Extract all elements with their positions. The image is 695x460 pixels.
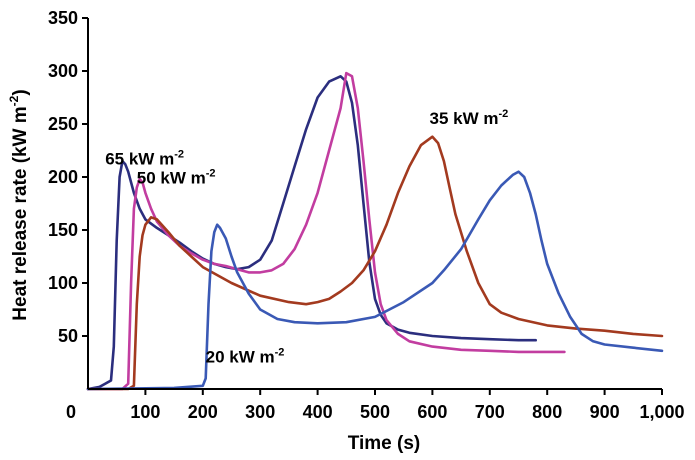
series-label-main: 35 kW m xyxy=(430,109,499,128)
x-tick-label-8: 800 xyxy=(532,402,562,422)
x-tick-label-9: 900 xyxy=(590,402,620,422)
axes-layer xyxy=(87,18,662,390)
series-label-main: 50 kW m xyxy=(137,168,206,187)
y-tick-label-5: 300 xyxy=(48,61,78,81)
series-layer xyxy=(86,71,664,391)
y-tick-label-0: 50 xyxy=(58,326,78,346)
annotation-layer: 65 kW m-250 kW m-235 kW m-220 kW m-2 xyxy=(105,108,508,367)
series-label-sup: -2 xyxy=(275,347,285,359)
x-axis-title: Time (s) xyxy=(348,433,421,454)
series-line-3 xyxy=(86,135,664,391)
x-tick-label-1: 100 xyxy=(130,402,160,422)
ticks-layer: 0 100 200 300 400 500 600 700 800 900 1,000 50 100 15… xyxy=(48,8,685,422)
y-axis-title: Heat release rate (kW m-2) xyxy=(7,89,31,320)
x-tick-label-2: 200 xyxy=(188,402,218,422)
series-line-4 xyxy=(86,170,664,391)
y-tick-label-4: 250 xyxy=(48,114,78,134)
series-label-3: 35 kW m-2 xyxy=(430,108,509,128)
y-tick-label-6: 350 xyxy=(48,8,78,28)
series-label-4: 20 kW m-2 xyxy=(206,347,285,367)
series-label-1: 65 kW m-2 xyxy=(105,148,184,168)
x-tick-label-7: 700 xyxy=(475,402,505,422)
series-label-sup: -2 xyxy=(499,108,509,120)
series-label-main: 20 kW m xyxy=(206,348,275,367)
x-tick-label-3: 300 xyxy=(245,402,275,422)
x-tick-label-5: 500 xyxy=(360,402,390,422)
series-label-sup: -2 xyxy=(174,148,184,160)
y-axis-title-sup: -2 xyxy=(7,95,21,106)
series-label-2: 50 kW m-2 xyxy=(137,167,216,187)
series-label-main: 65 kW m xyxy=(105,149,174,168)
y-axis-title-main: Heat release rate (kW m xyxy=(10,106,31,320)
series-line-1 xyxy=(86,75,537,391)
y-tick-label-3: 200 xyxy=(48,167,78,187)
y-tick-label-1: 100 xyxy=(48,273,78,293)
y-tick-label-2: 150 xyxy=(48,220,78,240)
x-tick-label-10: 1,000 xyxy=(639,402,684,422)
y-axis-title-close: ) xyxy=(10,89,31,95)
series-line-2 xyxy=(86,71,566,391)
x-tick-label-6: 600 xyxy=(417,402,447,422)
x-tick-label-4: 400 xyxy=(303,402,333,422)
x-tick-label-0: 0 xyxy=(66,402,76,422)
series-label-sup: -2 xyxy=(206,167,216,179)
